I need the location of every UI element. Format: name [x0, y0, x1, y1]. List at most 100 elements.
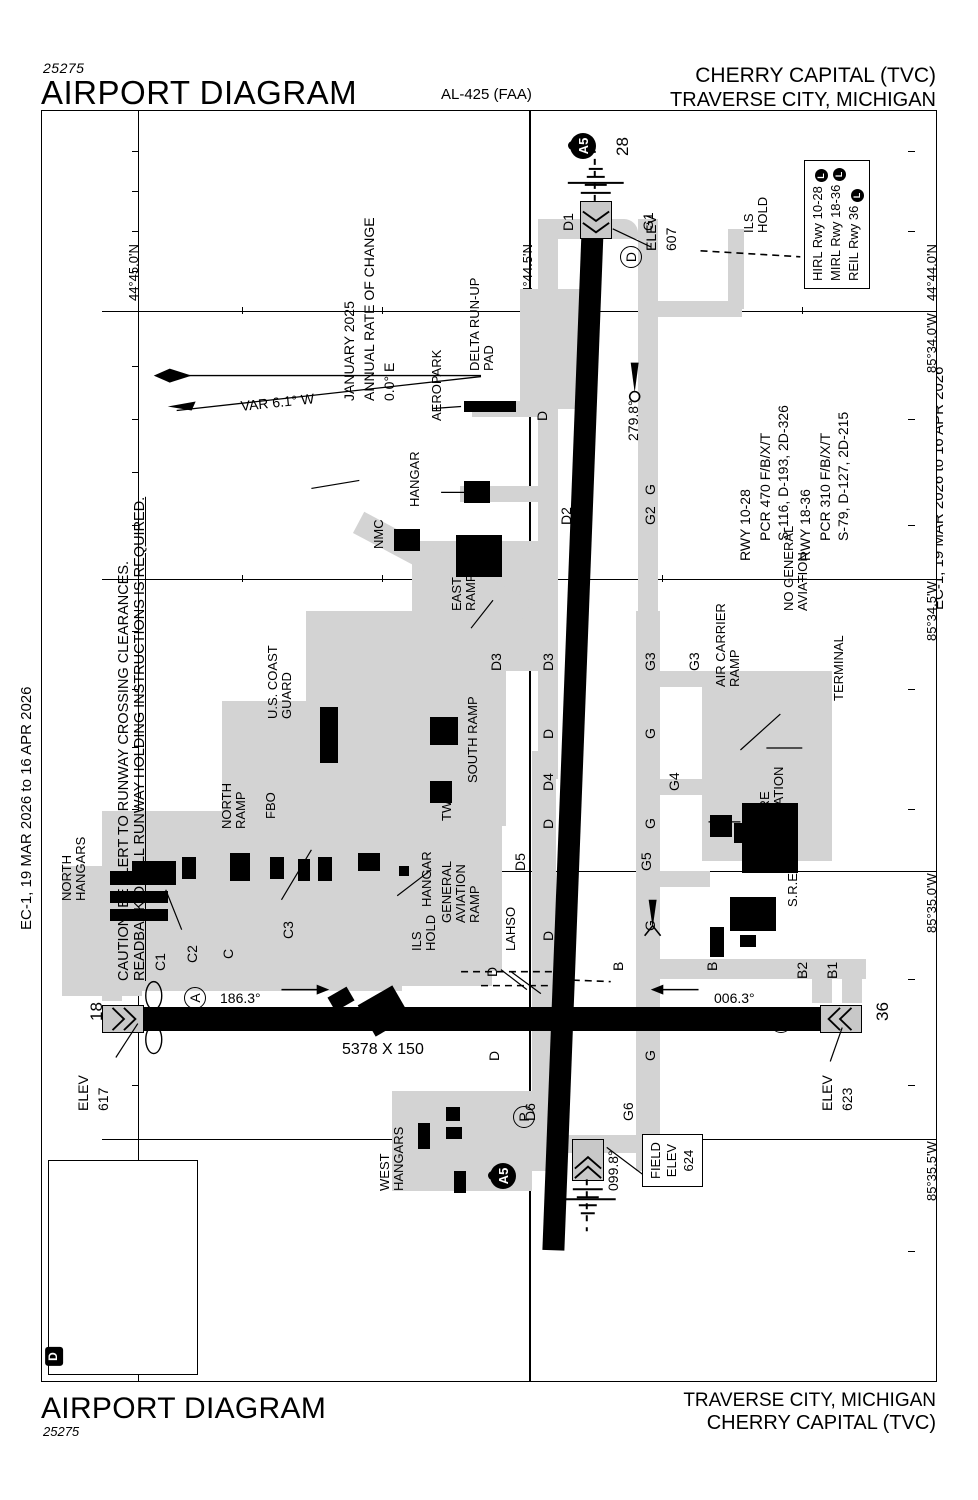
building-aeropark [464, 401, 516, 412]
lighting-row: HIRL Rwy 10-28 L [810, 168, 828, 281]
building-sre [730, 897, 776, 931]
runway-10-28-dimensions: 5378 X 150 [342, 1041, 424, 1058]
runway-10-heading: 099.8° [605, 1150, 621, 1191]
building [298, 859, 310, 881]
communications-text: ATIS 119.175 TRAVERSE CITY TOWER★ 124.2 … [42, 1194, 63, 1366]
chevron-icon [111, 1007, 137, 1031]
runway-10-threshold [572, 1139, 604, 1181]
taxiway-label-d3: D3 [540, 653, 556, 671]
airport-name-top: CHERRY CAPITAL (TVC) [695, 64, 936, 87]
chart-number-top: 25275 [43, 60, 85, 76]
airport-name-bottom: CHERRY CAPITAL (TVC) [706, 1412, 936, 1434]
chevron-icon [582, 210, 610, 234]
label-fbo: FBO [263, 792, 278, 819]
page-title-bottom: AIRPORT DIAGRAM [41, 1392, 327, 1425]
building [318, 857, 332, 881]
lighting-box: HIRL Rwy 10-28 L MIRL Rwy 18-36 L REIL R… [804, 160, 870, 289]
taxiway-label-g: G [642, 728, 658, 739]
graticule-tick [132, 191, 139, 192]
runway-28-elev-value: 607 [663, 227, 679, 251]
label-twr: TWR [439, 791, 454, 821]
taxiway-label-d3b: D3 [488, 653, 504, 671]
chevron-icon [574, 1155, 602, 1179]
taxiway-label-c3: C3 [280, 921, 296, 939]
taxiway-label-g: G [642, 1050, 658, 1061]
runway-36-heading: 006.3° [714, 990, 755, 1006]
taxiway-label-b1: B1 [824, 961, 840, 979]
label-aeropark: AEROPARK [429, 349, 444, 421]
taxiway-pavement [650, 301, 742, 317]
caution-line-1: CAUTION: BE ALERT TO RUNWAY CROSSING CLE… [116, 560, 132, 981]
taxiway-label-g5: G5 [638, 852, 654, 871]
graticule-tick [132, 747, 139, 748]
taxiway-pavement-b [636, 959, 866, 979]
runway-10-28 [112, 1007, 862, 1031]
graticule-tick [382, 575, 383, 582]
runway-18-threshold [102, 1005, 144, 1033]
building [132, 861, 176, 881]
label-lahso: LAHSO [503, 906, 518, 951]
label-terminal: TERMINAL [831, 635, 846, 701]
lon-label: 85°35.5'W [924, 1141, 937, 1201]
graticule-tick [908, 1251, 915, 1252]
runway-18-number: 18 [87, 1002, 106, 1021]
taxiway-pavement [812, 959, 832, 1003]
building-fire-station [710, 927, 724, 957]
taxiway-pavement [658, 779, 704, 795]
taxiway-pavement-g-lower [636, 611, 660, 1171]
graticule-tick [802, 575, 803, 582]
runway-36-threshold [820, 1005, 862, 1033]
runway-18-elev-value: 617 [95, 1087, 111, 1111]
graticule-lon-line [529, 111, 530, 1381]
graticule-tick [132, 1085, 139, 1086]
pavement-rwy-18-36-name: RWY 18-36 [797, 489, 813, 561]
annual-rate-value: 0.0° E [381, 362, 397, 401]
caution-line-2: READBACK OF ALL RUNWAY HOLDING INSTRUCTI… [132, 496, 148, 981]
d-badge-icon: D [45, 1347, 63, 1366]
graticule-tick [132, 809, 139, 810]
building-fbo [230, 853, 250, 881]
graticule-tick [132, 419, 139, 420]
hotspot-dot [568, 141, 577, 150]
chevron-icon [827, 1007, 853, 1031]
runway-28-threshold [580, 201, 612, 239]
building-nmc [394, 529, 420, 551]
hotspot-v[interactable]: V [770, 1011, 792, 1033]
magnetic-variation-date: JANUARY 2025 [341, 301, 357, 401]
label-ga-ramp: GENERAL AVIATION RAMP [439, 860, 483, 923]
taxiway-label-g: G [642, 920, 658, 931]
taxiway-pavement [658, 871, 710, 887]
graticule-tick [242, 307, 243, 314]
runway-36-number: 36 [873, 1002, 892, 1021]
building-coast-guard [320, 707, 338, 763]
taxiway-label-g1: G1 [640, 212, 656, 231]
taxiway-label-g2: G2 [642, 506, 658, 525]
taxiway-label-g4: G4 [666, 772, 682, 791]
graticule-tick [908, 809, 915, 810]
building-south-ramp [430, 781, 452, 803]
graticule-tick [242, 575, 243, 582]
runway-18-heading: 186.3° [220, 990, 261, 1006]
page-title-top: AIRPORT DIAGRAM [41, 74, 358, 111]
label-ils-hold-right: ILS HOLD [741, 196, 771, 233]
hotspot-a[interactable]: A [184, 987, 206, 1009]
graticule-tick [382, 307, 383, 314]
pavement-rwy-10-28-strength: S-116, D-193, 2D-326 [775, 405, 791, 541]
graticule-tick [132, 525, 139, 526]
building-west-hangar [446, 1127, 462, 1139]
runway-18-elev-label: ELEV [75, 1075, 91, 1111]
taxiway-label-d: D [540, 818, 556, 829]
magnetic-variation-value: VAR 6.1° W [239, 390, 315, 414]
label-east-ramp: EAST RAMP [449, 573, 479, 611]
al-number: AL-425 (FAA) [441, 86, 532, 103]
label-hangar-north: HANGAR [407, 451, 422, 507]
datis-badge-row: D [44, 1194, 63, 1366]
runway-36-elev-label: ELEV [819, 1075, 835, 1111]
graticule-tick [908, 689, 915, 690]
runway-10-number: 10 [547, 1232, 566, 1251]
graticule-lat-line [102, 871, 936, 872]
pavement-rwy-18-36-strength: S-79, D-127, 2D-215 [835, 411, 851, 541]
hotspot-d[interactable]: D [620, 246, 642, 268]
hotspot-dot [488, 1171, 497, 1180]
